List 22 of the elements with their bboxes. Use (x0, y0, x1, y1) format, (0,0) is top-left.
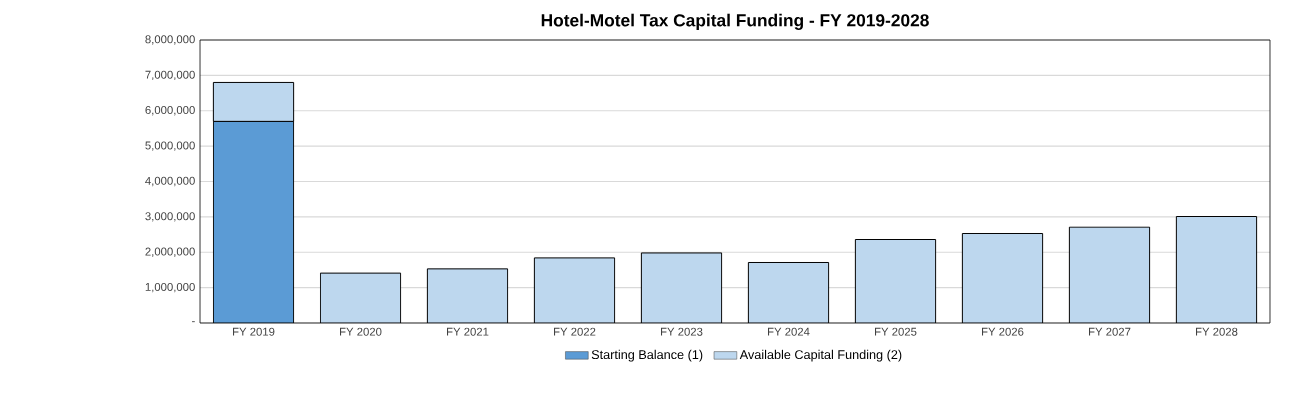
x-tick-label: FY 2021 (447, 327, 489, 336)
x-tick-label: FY 2026 (982, 327, 1024, 336)
x-tick-label: FY 2027 (1089, 327, 1131, 336)
x-tick-label: FY 2023 (661, 327, 703, 336)
legend-label: Starting Balance (1) (591, 349, 703, 362)
y-tick-label: 1,000,000 (145, 282, 195, 293)
x-tick-label: FY 2022 (554, 327, 596, 336)
x-tick-label: FY 2028 (1196, 327, 1238, 336)
y-tick-label: 8,000,000 (145, 35, 195, 45)
y-tick-label: 6,000,000 (145, 106, 195, 116)
x-tick-label: FY 2019 (233, 327, 275, 336)
y-tick-label: 7,000,000 (145, 70, 195, 81)
y-tick-label: 2,000,000 (145, 247, 195, 257)
y-tick-label: 5,000,000 (145, 141, 195, 151)
y-tick-label: 4,000,000 (145, 176, 195, 187)
x-tick-label: FY 2020 (340, 327, 382, 336)
legend-label: Available Capital Funding (2) (739, 349, 902, 362)
x-tick-label: FY 2024 (768, 327, 810, 336)
x-tick-label: FY 2025 (875, 327, 917, 336)
y-tick-label: - (192, 321, 195, 323)
chart-title: Hotel-Motel Tax Capital Funding - FY 2019-2028 (541, 13, 929, 30)
y-tick-label: 3,000,000 (145, 212, 195, 222)
